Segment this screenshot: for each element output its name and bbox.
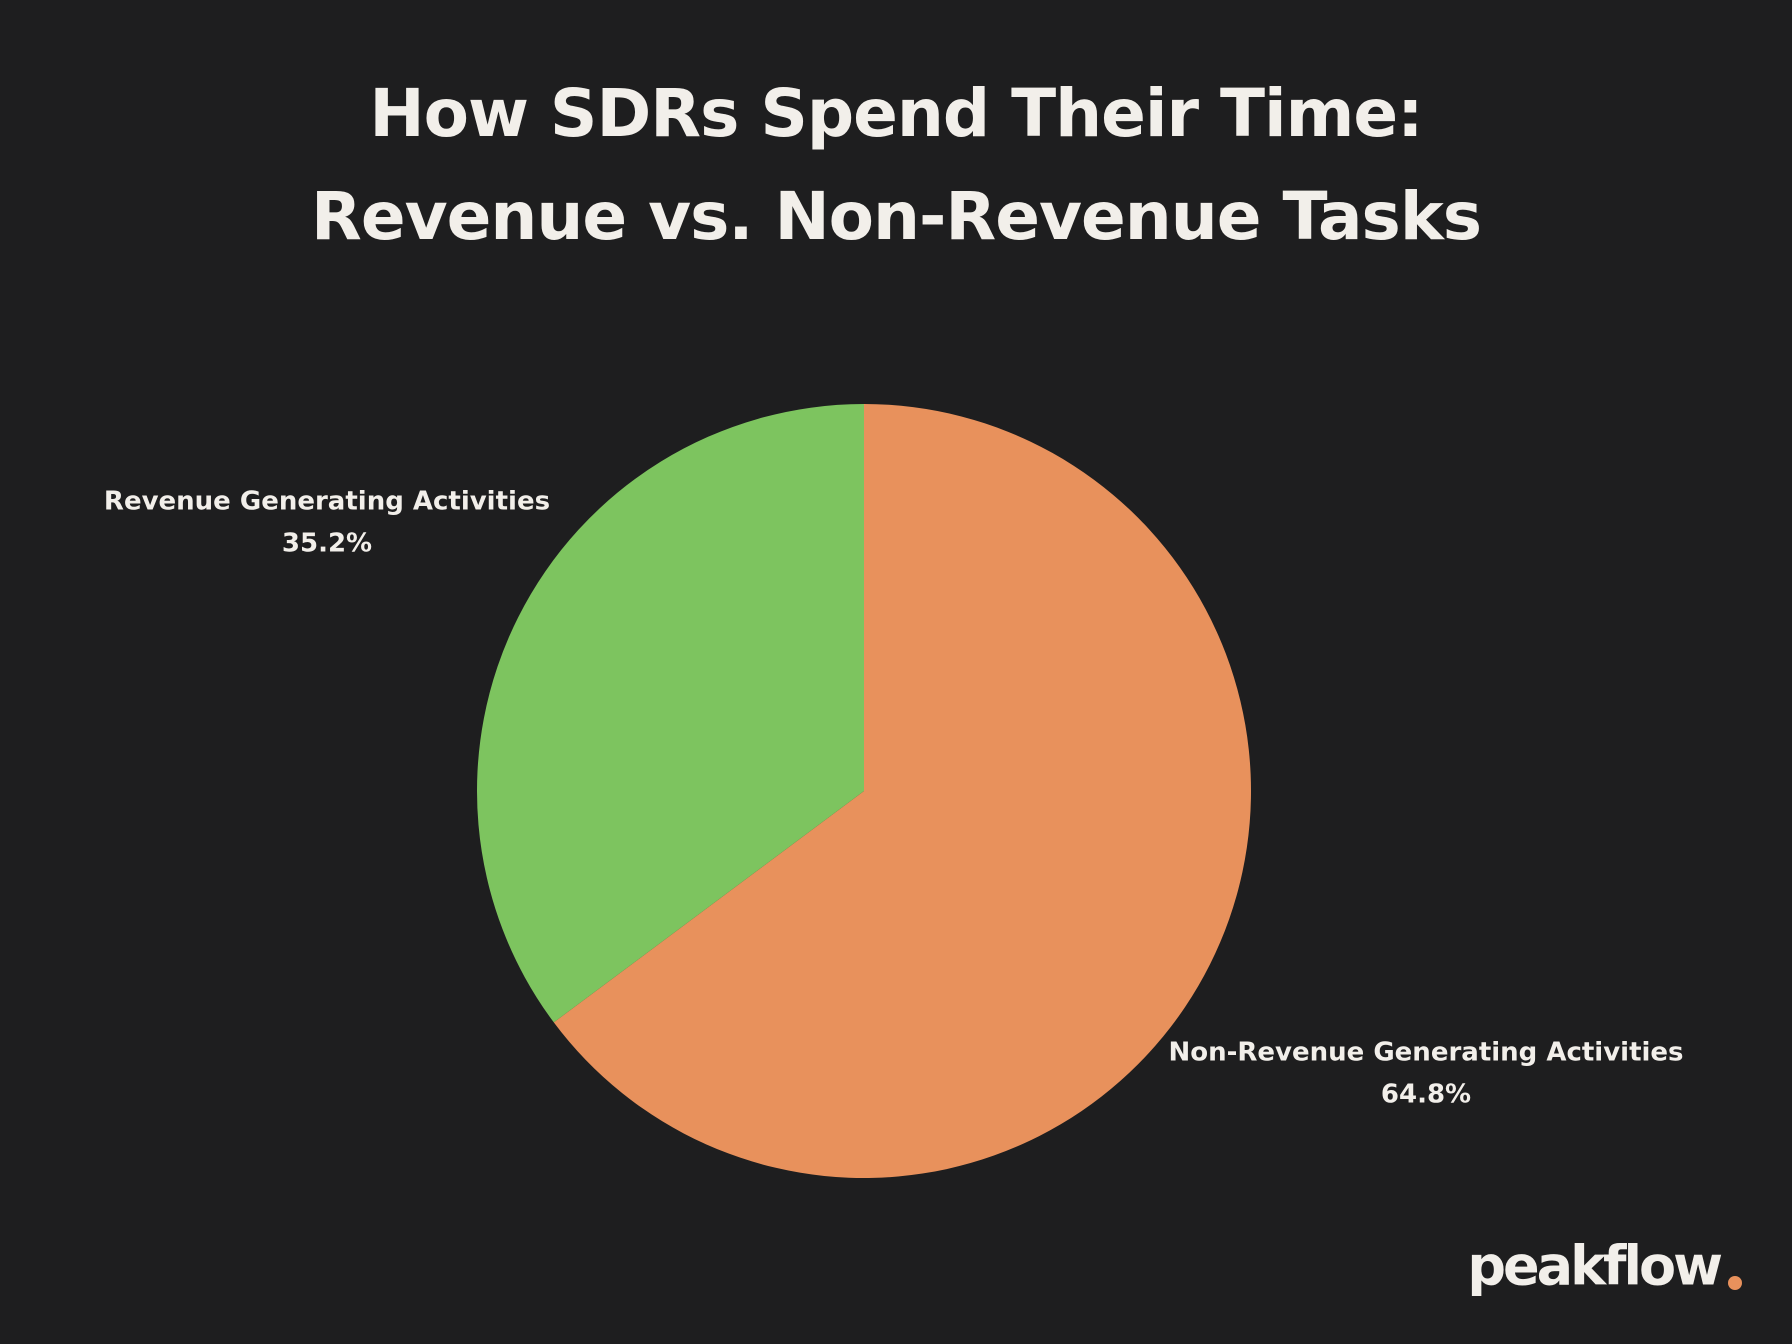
chart-title: Revenue vs. Non-Revenue Tasks xyxy=(311,178,1481,255)
slice-label: Revenue Generating Activities xyxy=(104,487,550,517)
brand-dot xyxy=(1728,1276,1742,1290)
pie-slice xyxy=(477,404,864,1023)
brand-logo: peakflow xyxy=(1467,1235,1722,1298)
pie-slice xyxy=(553,404,1251,1178)
slice-value-label: 64.8% xyxy=(1381,1080,1471,1110)
slice-value-label: 35.2% xyxy=(282,529,372,559)
chart-title: How SDRs Spend Their Time: xyxy=(369,75,1422,152)
slice-label: Non-Revenue Generating Activities xyxy=(1168,1038,1683,1068)
